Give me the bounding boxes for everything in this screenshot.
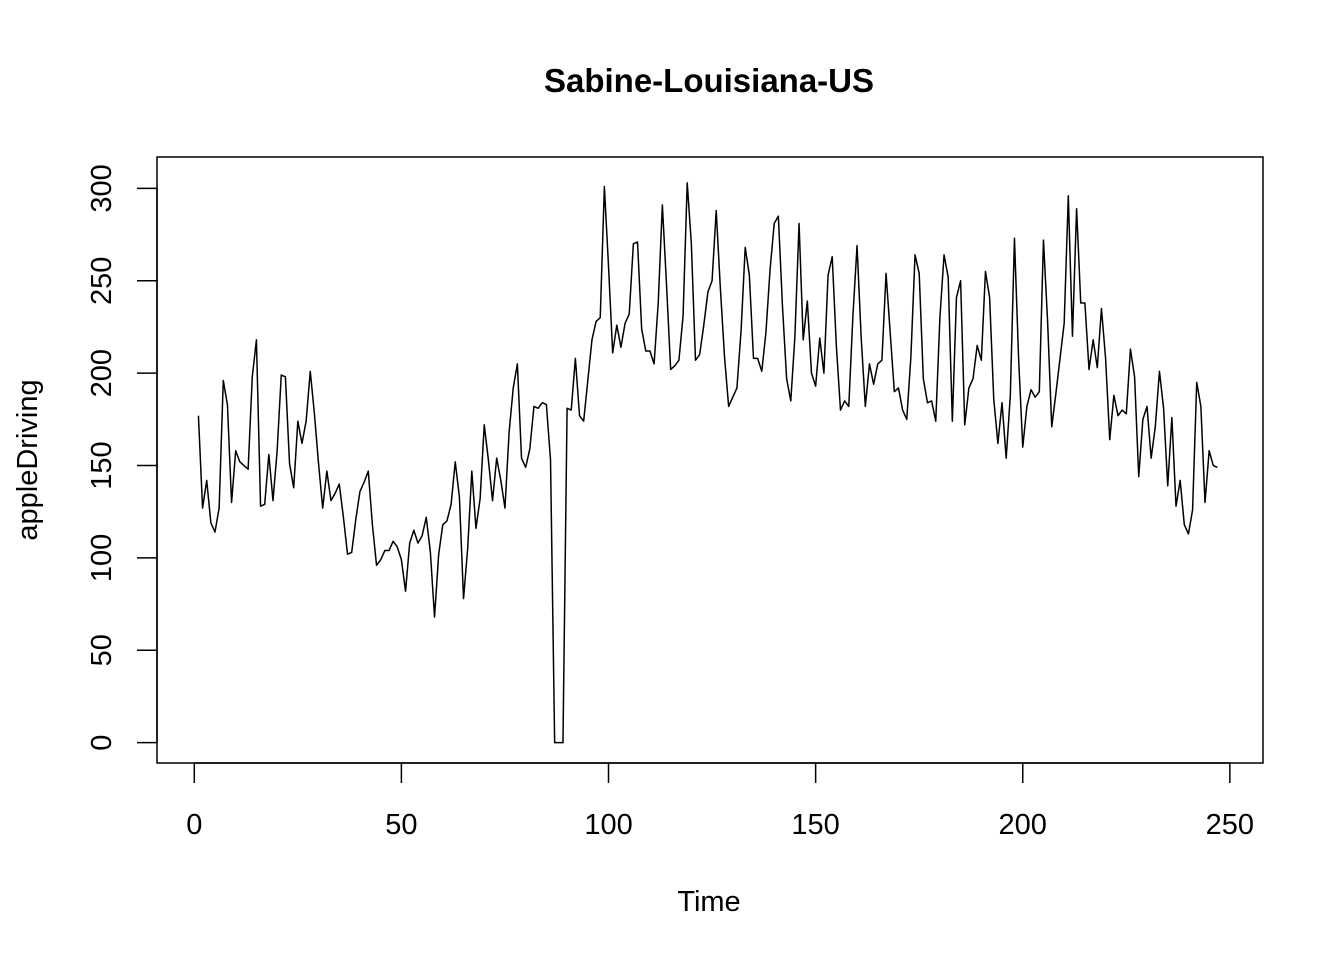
y-axis: 0 50 100 150 200 250 300 <box>86 164 158 751</box>
series-line <box>197 182 1218 744</box>
y-tick-label: 250 <box>86 257 118 305</box>
y-tick-label: 0 <box>86 735 118 751</box>
y-tick-label: 200 <box>86 349 118 397</box>
y-axis-label: appleDriving <box>12 379 44 540</box>
x-tick-label: 200 <box>999 809 1047 841</box>
x-tick-label: 100 <box>584 809 632 841</box>
x-tick-label: 0 <box>186 809 202 841</box>
y-tick-label: 150 <box>86 441 118 489</box>
x-tick-label: 250 <box>1206 809 1254 841</box>
x-tick-label: 50 <box>385 809 417 841</box>
x-axis-label: Time <box>677 886 740 918</box>
x-axis: 0 50 100 150 200 250 <box>186 762 1254 841</box>
y-tick-label: 50 <box>86 634 118 666</box>
plot-box <box>156 156 1264 764</box>
y-tick-label: 100 <box>86 534 118 582</box>
chart-title: Sabine-Louisiana-US <box>544 62 874 99</box>
x-tick-label: 150 <box>791 809 839 841</box>
y-tick-label: 300 <box>86 164 118 212</box>
